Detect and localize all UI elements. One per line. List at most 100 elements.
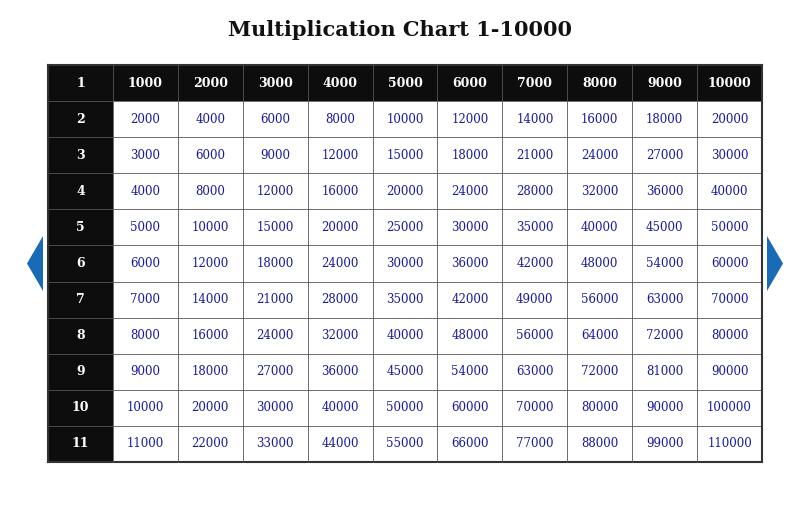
Bar [178, 390, 242, 426]
Text: 6000: 6000 [130, 257, 160, 270]
Bar [308, 390, 373, 426]
Bar [567, 426, 632, 462]
Text: 32000: 32000 [322, 329, 358, 342]
Text: 15000: 15000 [257, 221, 294, 234]
Text: 56000: 56000 [581, 293, 618, 306]
Text: 6000: 6000 [260, 113, 290, 126]
Text: 18000: 18000 [646, 113, 683, 126]
Bar [113, 101, 178, 137]
Text: 7000: 7000 [130, 293, 160, 306]
Text: 33000: 33000 [257, 437, 294, 450]
Text: 4000: 4000 [130, 185, 160, 198]
Text: 72000: 72000 [646, 329, 683, 342]
Bar [242, 426, 308, 462]
Bar [567, 101, 632, 137]
Bar [178, 65, 242, 101]
Text: 80000: 80000 [711, 329, 748, 342]
Polygon shape [27, 236, 43, 291]
Bar [697, 137, 762, 173]
Bar [308, 137, 373, 173]
Text: 24000: 24000 [581, 149, 618, 162]
Bar [48, 245, 113, 281]
Bar [242, 137, 308, 173]
Bar [48, 65, 113, 101]
Text: 10000: 10000 [386, 113, 424, 126]
Text: 56000: 56000 [516, 329, 554, 342]
Bar [632, 65, 697, 101]
Text: 2: 2 [76, 113, 85, 126]
Bar [242, 101, 308, 137]
Text: 3000: 3000 [258, 76, 293, 89]
Bar [113, 65, 178, 101]
Text: 12000: 12000 [322, 149, 358, 162]
Text: 50000: 50000 [710, 221, 748, 234]
Bar [48, 281, 113, 318]
Text: 66000: 66000 [451, 437, 489, 450]
Text: 6: 6 [76, 257, 85, 270]
Bar [697, 101, 762, 137]
Text: 42000: 42000 [516, 257, 554, 270]
Bar [697, 65, 762, 101]
Text: 1: 1 [76, 76, 85, 89]
Bar [373, 281, 438, 318]
Text: 8000: 8000 [325, 113, 355, 126]
Text: 30000: 30000 [710, 149, 748, 162]
Bar [242, 173, 308, 210]
Bar [697, 354, 762, 390]
Text: 80000: 80000 [581, 401, 618, 414]
Bar [373, 65, 438, 101]
Text: 60000: 60000 [710, 257, 748, 270]
Text: 7000: 7000 [518, 76, 552, 89]
Bar [178, 281, 242, 318]
Bar [242, 281, 308, 318]
Bar [48, 318, 113, 354]
Text: 4: 4 [76, 185, 85, 198]
Text: 10: 10 [72, 401, 90, 414]
Text: 16000: 16000 [191, 329, 229, 342]
Text: 40000: 40000 [386, 329, 424, 342]
Text: 20000: 20000 [711, 113, 748, 126]
Text: 3000: 3000 [130, 149, 160, 162]
Text: 40000: 40000 [322, 401, 359, 414]
Text: 6000: 6000 [453, 76, 487, 89]
Bar [48, 426, 113, 462]
Text: 4000: 4000 [322, 76, 358, 89]
Text: 54000: 54000 [646, 257, 683, 270]
Text: 21000: 21000 [257, 293, 294, 306]
Text: 20000: 20000 [386, 185, 424, 198]
Bar [373, 137, 438, 173]
Bar [178, 210, 242, 245]
Text: 24000: 24000 [451, 185, 489, 198]
Bar [502, 318, 567, 354]
Bar [632, 426, 697, 462]
Bar [567, 318, 632, 354]
Text: 10000: 10000 [126, 401, 164, 414]
Bar [48, 173, 113, 210]
Bar [438, 426, 502, 462]
Text: 8000: 8000 [130, 329, 160, 342]
Bar [697, 281, 762, 318]
Text: 72000: 72000 [581, 365, 618, 378]
Text: 21000: 21000 [516, 149, 554, 162]
Bar [567, 65, 632, 101]
Text: 11000: 11000 [126, 437, 164, 450]
Text: 25000: 25000 [386, 221, 424, 234]
Bar [242, 245, 308, 281]
Bar [567, 354, 632, 390]
Bar [373, 245, 438, 281]
Text: 4000: 4000 [195, 113, 226, 126]
Text: 70000: 70000 [710, 293, 748, 306]
Text: 63000: 63000 [646, 293, 683, 306]
Bar [373, 354, 438, 390]
Text: 30000: 30000 [386, 257, 424, 270]
Text: 9000: 9000 [130, 365, 160, 378]
Bar [113, 137, 178, 173]
Bar [502, 426, 567, 462]
Bar [373, 210, 438, 245]
Bar [502, 245, 567, 281]
Bar [567, 245, 632, 281]
Text: 36000: 36000 [322, 365, 359, 378]
Text: 16000: 16000 [581, 113, 618, 126]
Text: 18000: 18000 [451, 149, 489, 162]
Bar [567, 281, 632, 318]
